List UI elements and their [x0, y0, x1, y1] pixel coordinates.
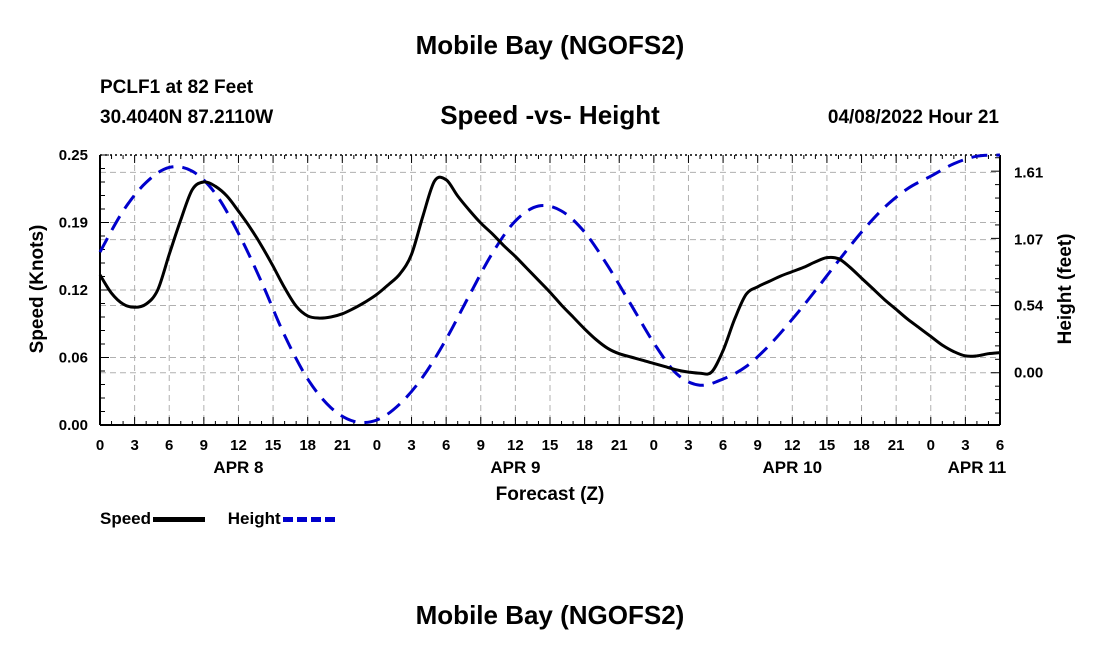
- chart-grid: [100, 155, 1000, 425]
- x-tick-label: 18: [853, 437, 870, 454]
- y-left-tick-label: 0.00: [59, 417, 88, 434]
- x-tick-label: 3: [961, 437, 969, 454]
- x-axis-label: Forecast (Z): [496, 484, 605, 505]
- y-left-tick-label: 0.12: [59, 282, 88, 299]
- chart-legend: Speed Height: [100, 509, 353, 529]
- x-tick-label: 18: [299, 437, 316, 454]
- x-tick-label: 0: [927, 437, 935, 454]
- x-tick-label: 6: [719, 437, 727, 454]
- station-label: PCLF1 at 82 Feet: [100, 77, 254, 98]
- legend-speed: Speed: [100, 509, 206, 529]
- y-right-tick-label: 0.54: [1014, 298, 1044, 315]
- legend-height-label: Height: [227, 509, 281, 528]
- chart-series: [98, 153, 1001, 425]
- coordinates-label: 30.4040N 87.2110W: [100, 107, 274, 128]
- series-height-line: [98, 153, 1001, 425]
- x-tick-label: 9: [200, 437, 208, 454]
- x-tick-label: 18: [576, 437, 593, 454]
- x-tick-label: 21: [888, 437, 905, 454]
- y-left-tick-label: 0.25: [59, 147, 88, 164]
- x-tick-label: 3: [407, 437, 415, 454]
- y-right-tick-label: 1.07: [1014, 232, 1043, 249]
- y-axis-left-label: Speed (Knots): [27, 225, 48, 354]
- legend-height-swatch: [282, 516, 335, 522]
- x-tick-label: 15: [819, 437, 836, 454]
- y-right-tick-label: 1.61: [1014, 164, 1043, 181]
- legend-speed-label: Speed: [100, 509, 152, 528]
- y-left-tick-label: 0.06: [59, 350, 88, 367]
- x-tick-label: 3: [684, 437, 692, 454]
- date-label: APR 10: [763, 458, 823, 477]
- x-tick-label: 15: [542, 437, 559, 454]
- x-tick-label: 12: [784, 437, 801, 454]
- date-label: APR 8: [213, 458, 263, 477]
- bottom-title: Mobile Bay (NGOFS2): [415, 600, 685, 630]
- x-tick-label: 0: [96, 437, 104, 454]
- x-tick-label: 3: [130, 437, 138, 454]
- legend-speed-swatch: [153, 516, 206, 522]
- x-tick-label: 6: [442, 437, 450, 454]
- date-label: APR 9: [490, 458, 540, 477]
- chart-axes: 0 3 6 9 12 15 18 21 0 3 6 9 12 15 18 21 0 3 6 9 12 15 18 21 0 3 6 A…: [59, 147, 1044, 477]
- x-tick-label: 0: [373, 437, 381, 454]
- x-tick-label: 15: [265, 437, 282, 454]
- x-tick-label: 6: [996, 437, 1004, 454]
- legend-height: Height: [228, 509, 335, 529]
- x-tick-label: 6: [165, 437, 173, 454]
- x-tick-label: 21: [334, 437, 351, 454]
- y-axis-right-label: Height (feet): [1055, 234, 1076, 345]
- x-tick-label: 21: [611, 437, 628, 454]
- x-tick-label: 9: [754, 437, 762, 454]
- page-title: Mobile Bay (NGOFS2): [415, 30, 685, 60]
- y-left-tick-label: 0.19: [59, 215, 88, 232]
- x-tick-label: 0: [650, 437, 658, 454]
- y-right-tick-label: 0.00: [1014, 365, 1043, 382]
- forecast-datetime: 04/08/2022 Hour 21: [827, 107, 999, 128]
- series-speed-line: [98, 175, 1001, 376]
- x-tick-label: 12: [230, 437, 247, 454]
- x-tick-label: 9: [477, 437, 485, 454]
- date-label: APR 11: [948, 458, 1007, 477]
- chart-title: Speed -vs- Height: [440, 100, 660, 130]
- x-tick-label: 12: [507, 437, 524, 454]
